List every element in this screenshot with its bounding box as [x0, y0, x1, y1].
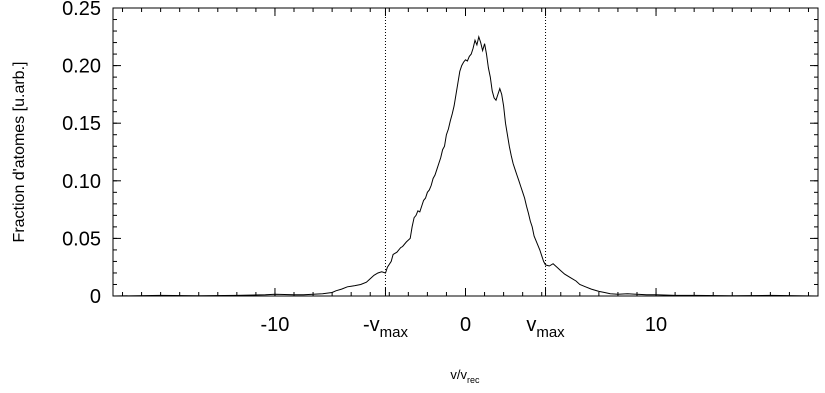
x-minor-ticks	[122, 8, 809, 296]
x-axis-title-main: v/v	[450, 367, 467, 382]
vmax-lines	[384, 8, 547, 296]
y-minor-ticks	[113, 7, 818, 297]
y-tick-label: 0.10	[62, 171, 101, 193]
x-axis-title-sub: rec	[467, 375, 480, 385]
y-tick-label: 0.05	[62, 228, 101, 250]
x-tick-label: -10	[261, 314, 290, 336]
y-axis-title: Fraction d'atomes [u.arb.]	[11, 62, 28, 243]
series-line	[112, 34, 819, 297]
x-tick-label: -vmax	[363, 314, 409, 341]
y-tick-label: 0	[90, 286, 101, 308]
x-axis-title: v/vrec	[450, 367, 480, 385]
y-tick-label: 0.25	[62, 0, 101, 20]
y-ticks: 0 0.05 0.10 0.15 0.20 0.25	[62, 0, 818, 308]
y-tick-label: 0.20	[62, 56, 101, 78]
x-ticks: -10 -vmax 0 vmax 10	[261, 8, 667, 341]
plot-frame	[112, 7, 819, 297]
x-tick-label: vmax	[526, 314, 565, 341]
x-tick-label: 0	[460, 314, 471, 336]
x-tick-label: 10	[645, 314, 667, 336]
y-tick-label: 0.15	[62, 113, 101, 135]
